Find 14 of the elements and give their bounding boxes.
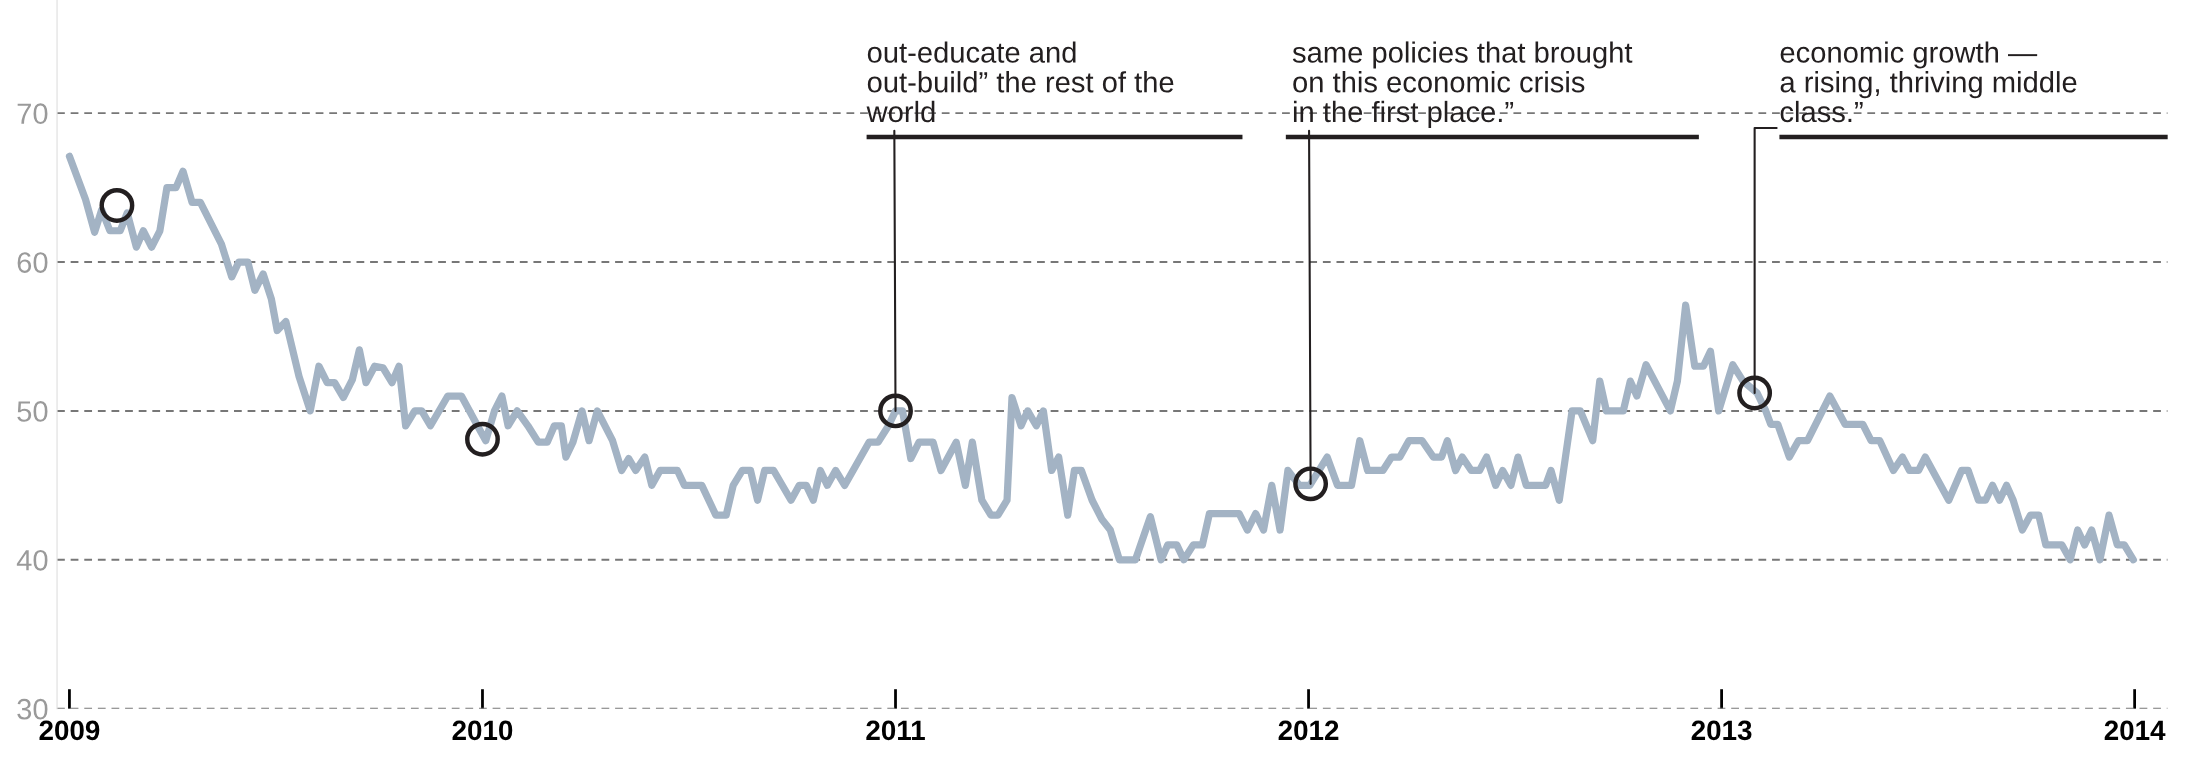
annotation: same policies that brought on this economic crisis in the first place.” xyxy=(1292,41,1633,129)
x-tick-label: 2011 xyxy=(866,720,925,741)
x-tick-label: 2009 xyxy=(39,720,100,741)
y-tick-label: 50 xyxy=(17,401,48,422)
x-tick-label: 2013 xyxy=(1691,720,1752,741)
x-tick-label: 2014 xyxy=(2104,720,2166,741)
x-tick-label: 2012 xyxy=(1278,720,1339,741)
y-tick-label: 40 xyxy=(16,549,48,571)
annotation: economic growth — a rising, thriving middle class.” xyxy=(1780,41,2077,123)
y-tick-label: 30 xyxy=(17,698,48,720)
y-tick-label: 60 xyxy=(17,252,48,273)
annotation: out-educate and out-build” the rest of the world xyxy=(866,41,1174,123)
x-tick-label: 2010 xyxy=(452,720,513,741)
y-tick-label: 70 xyxy=(17,103,48,124)
